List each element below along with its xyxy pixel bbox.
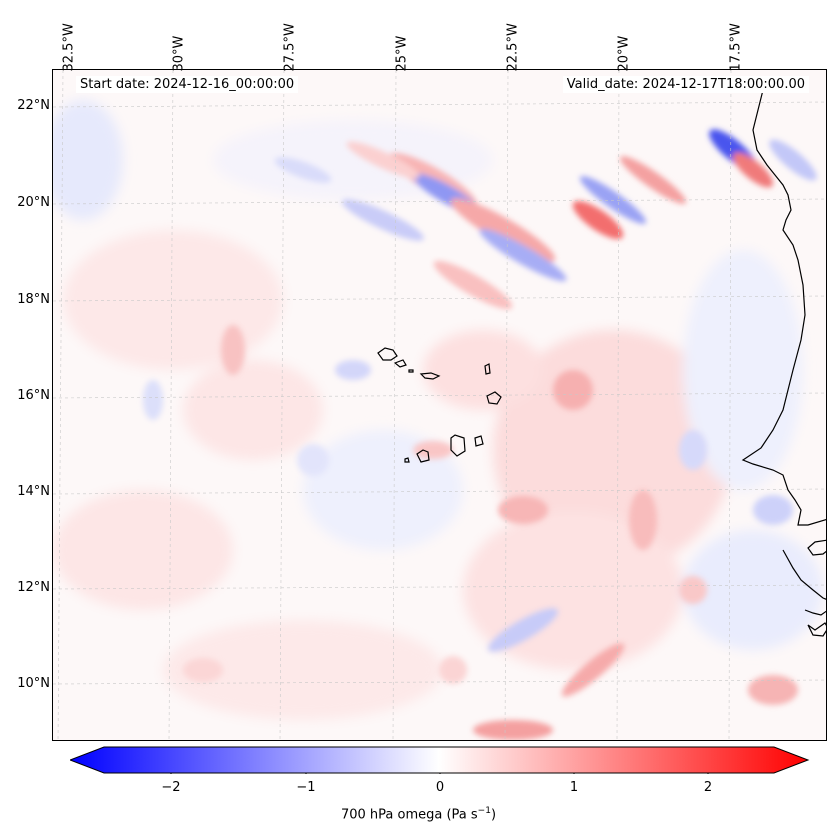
- lat-label-18n: 18°N: [17, 292, 50, 307]
- lon-label-32-5w: 32.5°W: [61, 23, 77, 72]
- wave-bands: [274, 129, 817, 310]
- lon-label-17-5w: 17.5°W: [728, 23, 744, 72]
- island-maio: [474, 435, 484, 447]
- lat-label-22n: 22°N: [17, 98, 50, 113]
- graticule-lines: [53, 70, 826, 740]
- colorbar-label-sup: −1: [477, 806, 491, 816]
- colorbar-tick-neg1: −1: [296, 780, 316, 795]
- island-fogo: [416, 449, 430, 463]
- colorbar-tick-0: 0: [435, 780, 445, 795]
- lat-label-16n: 16°N: [17, 388, 50, 403]
- small-omega-cells: [143, 325, 798, 740]
- cape-verde-islands: [377, 347, 502, 463]
- colorbar-label-end: ): [490, 807, 497, 823]
- island-sal: [484, 363, 491, 375]
- island-santiago: [450, 434, 466, 457]
- colorbar-tick-neg2: −2: [161, 780, 181, 795]
- start-date-label: Start date: 2024-12-16_00:00:00: [76, 76, 299, 93]
- colorbar-tick-1: 1: [569, 780, 579, 795]
- lat-label-10n: 10°N: [17, 676, 50, 691]
- island-santo-antao: [377, 347, 398, 361]
- lat-label-12n: 12°N: [17, 580, 50, 595]
- island-sao-vicente: [393, 359, 407, 368]
- lat-label-14n: 14°N: [17, 484, 50, 499]
- valid-date-label: Valid_date: 2024-12-17T18:00:00.00: [562, 76, 809, 93]
- island-santa-luzia: [408, 369, 414, 373]
- island-boa-vista: [486, 391, 502, 405]
- colorbar-label-main: 700 hPa omega (Pa s: [340, 807, 478, 823]
- omega-field-map: [53, 70, 826, 740]
- coastline-gambia: [807, 539, 826, 556]
- coastline-guinea-bissau: [782, 549, 826, 600]
- coastline-bijagos: [804, 609, 826, 616]
- lon-label-22-5w: 22.5°W: [505, 23, 521, 72]
- colorbar-bar: [70, 746, 810, 774]
- colorbar-label: 700 hPa omega (Pa s−1): [0, 806, 837, 822]
- lon-label-27-5w: 27.5°W: [282, 23, 298, 72]
- coastline-mauritania-senegal: [741, 89, 826, 526]
- map-panel: [52, 69, 827, 741]
- lon-label-25w: 25°W: [394, 35, 410, 72]
- island-sao-nicolau: [419, 372, 441, 380]
- coastline-islands: [807, 622, 826, 637]
- island-brava: [404, 457, 410, 463]
- colorbar-ticks: [170, 773, 709, 774]
- lon-label-20w: 20°W: [616, 35, 632, 72]
- lat-label-20n: 20°N: [17, 195, 50, 210]
- colorbar: [70, 746, 810, 774]
- lon-label-30w: 30°W: [171, 35, 187, 72]
- africa-coastline: [741, 89, 826, 637]
- colorbar-tick-2: 2: [703, 780, 713, 795]
